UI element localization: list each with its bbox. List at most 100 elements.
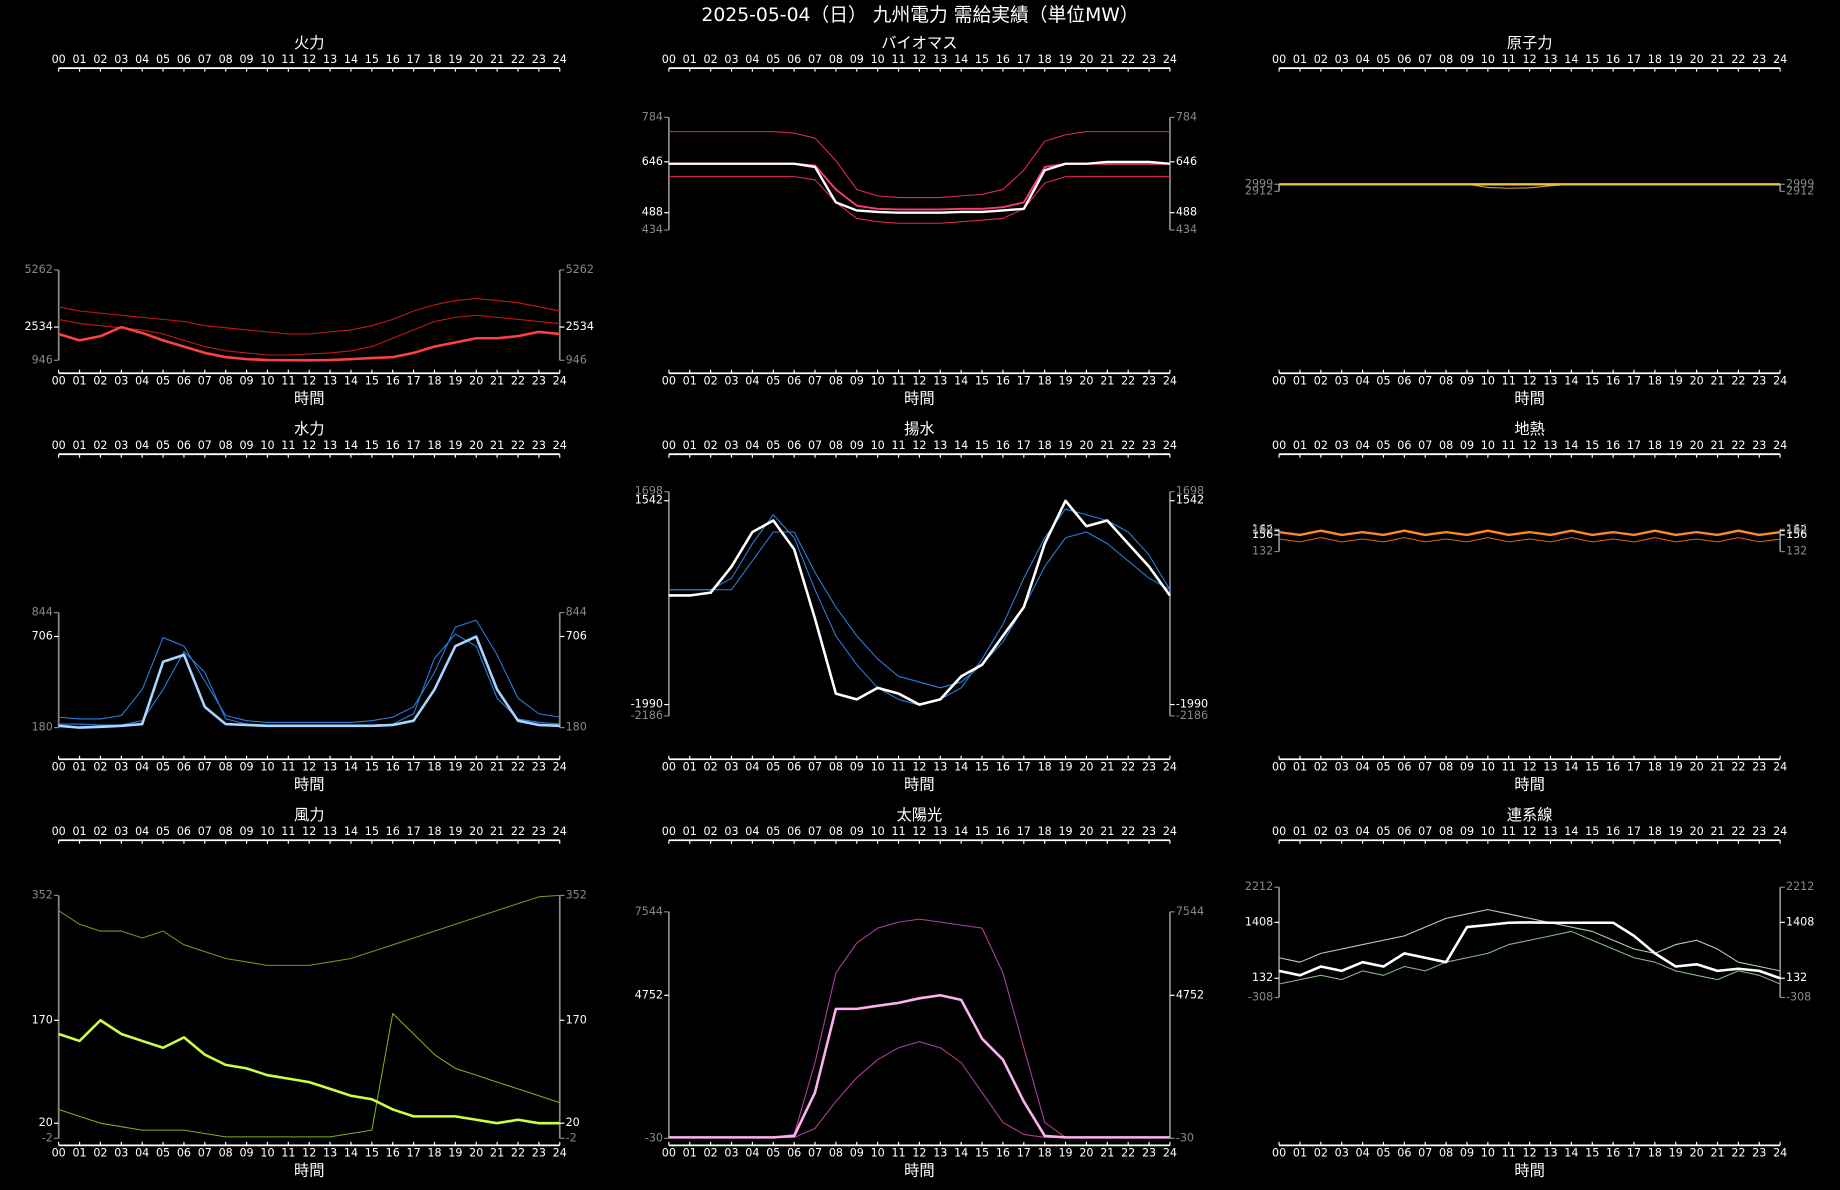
x-tick-label: 13 — [933, 374, 947, 387]
x-tick-label: 09 — [850, 825, 864, 838]
x-tick-label: 13 — [323, 439, 337, 452]
x-tick-label: 06 — [1397, 53, 1411, 66]
x-tick-label: 06 — [1397, 374, 1411, 387]
x-tick-label: 13 — [1543, 760, 1557, 773]
x-tick-label: 00 — [662, 760, 676, 773]
x-tick-label: 21 — [490, 374, 504, 387]
x-tick-label: 14 — [954, 1147, 968, 1160]
x-tick-label: 04 — [135, 439, 149, 452]
x-tick-label: 06 — [177, 1147, 191, 1160]
x-tick-label: 19 — [1669, 760, 1683, 773]
x-tick-label: 17 — [407, 1147, 421, 1160]
x-tick-label: 06 — [787, 53, 801, 66]
x-tick-label: 18 — [427, 1147, 441, 1160]
series-line — [58, 314, 560, 356]
x-tick-label: 04 — [135, 1147, 149, 1160]
x-tick-label: 02 — [93, 53, 107, 66]
x-tick-label: 17 — [1627, 1147, 1641, 1160]
x-axis-label: 時間 — [294, 776, 325, 794]
y-tick-label: -2186 — [1176, 709, 1208, 722]
x-tick-label: 22 — [1121, 439, 1135, 452]
x-tick-label: 15 — [975, 374, 989, 387]
x-tick-label: 23 — [1752, 1147, 1766, 1160]
x-tick-label: 16 — [1606, 1147, 1620, 1160]
x-tick-label: 12 — [302, 439, 316, 452]
x-tick-label: 01 — [1293, 53, 1307, 66]
x-tick-label: 01 — [72, 439, 86, 452]
x-tick-label: 01 — [1293, 825, 1307, 838]
x-tick-label: 12 — [912, 53, 926, 66]
x-tick-label: 14 — [1564, 825, 1578, 838]
x-tick-label: 03 — [724, 439, 738, 452]
x-tick-label: 00 — [662, 825, 676, 838]
x-tick-label: 09 — [850, 1147, 864, 1160]
x-tick-label: 05 — [156, 1147, 170, 1160]
x-tick-label: 21 — [490, 825, 504, 838]
x-tick-label: 08 — [1439, 439, 1453, 452]
y-tick-label: 4752 — [635, 988, 663, 1001]
panel-title: 連系線 — [1507, 806, 1553, 824]
x-tick-label: 18 — [1038, 374, 1052, 387]
x-tick-label: 02 — [93, 439, 107, 452]
x-tick-label: 21 — [1100, 439, 1114, 452]
x-tick-label: 21 — [1710, 439, 1724, 452]
x-tick-label: 08 — [829, 825, 843, 838]
x-tick-label: 21 — [1100, 374, 1114, 387]
x-tick-label: 15 — [365, 53, 379, 66]
x-tick-label: 18 — [1038, 1147, 1052, 1160]
x-axis-label: 時間 — [1514, 776, 1545, 794]
x-tick-label: 22 — [1731, 374, 1745, 387]
x-tick-label: 24 — [553, 825, 567, 838]
x-tick-label: 24 — [553, 374, 567, 387]
x-tick-label: 22 — [511, 374, 525, 387]
x-tick-label: 00 — [1272, 760, 1286, 773]
y-tick-label: 646 — [642, 155, 663, 168]
y-tick-label: 2999 — [1786, 177, 1814, 190]
x-tick-label: 07 — [198, 374, 212, 387]
y-tick-label: -1990 — [631, 698, 663, 711]
x-tick-label: 04 — [135, 53, 149, 66]
x-tick-label: 17 — [407, 374, 421, 387]
y-tick-label: 2912 — [1786, 184, 1814, 197]
x-tick-label: 03 — [724, 825, 738, 838]
y-tick-label: -30 — [645, 1131, 663, 1144]
x-tick-label: 17 — [1627, 374, 1641, 387]
x-tick-label: 00 — [662, 374, 676, 387]
x-tick-label: 01 — [72, 53, 86, 66]
x-tick-label: 22 — [1731, 760, 1745, 773]
x-tick-label: 00 — [52, 439, 66, 452]
y-tick-label: 488 — [1176, 206, 1197, 219]
x-tick-label: 11 — [281, 825, 295, 838]
series-line — [668, 508, 1171, 706]
y-tick-label: 1698 — [635, 485, 663, 498]
x-tick-label: 17 — [1017, 53, 1031, 66]
x-tick-label: 04 — [745, 760, 759, 773]
x-tick-label: 16 — [386, 825, 400, 838]
x-tick-label: 09 — [1460, 760, 1474, 773]
x-tick-label: 00 — [52, 825, 66, 838]
x-tick-label: 18 — [1038, 825, 1052, 838]
x-tick-label: 11 — [891, 53, 905, 66]
x-tick-label: 20 — [1079, 53, 1093, 66]
y-tick-label: 946 — [32, 353, 53, 366]
x-tick-label: 12 — [1523, 760, 1537, 773]
x-tick-label: 04 — [745, 1147, 759, 1160]
y-tick-label: 162 — [1786, 524, 1807, 537]
x-tick-label: 12 — [1523, 1147, 1537, 1160]
y-tick-label: 180 — [566, 721, 587, 734]
x-tick-label: 06 — [1397, 1147, 1411, 1160]
x-tick-label: 21 — [1710, 1147, 1724, 1160]
x-tick-label: 24 — [1773, 53, 1787, 66]
x-tick-label: 03 — [114, 1147, 128, 1160]
x-tick-label: 10 — [260, 760, 274, 773]
x-tick-label: 19 — [1669, 53, 1683, 66]
x-tick-label: 20 — [1690, 825, 1704, 838]
x-tick-label: 01 — [1293, 1147, 1307, 1160]
x-tick-label: 24 — [1163, 825, 1177, 838]
y-tick-label: 434 — [1176, 223, 1197, 236]
x-tick-label: 15 — [975, 439, 989, 452]
x-tick-label: 07 — [808, 53, 822, 66]
x-tick-label: 07 — [198, 1147, 212, 1160]
x-tick-label: 10 — [1481, 374, 1495, 387]
x-tick-label: 04 — [135, 825, 149, 838]
